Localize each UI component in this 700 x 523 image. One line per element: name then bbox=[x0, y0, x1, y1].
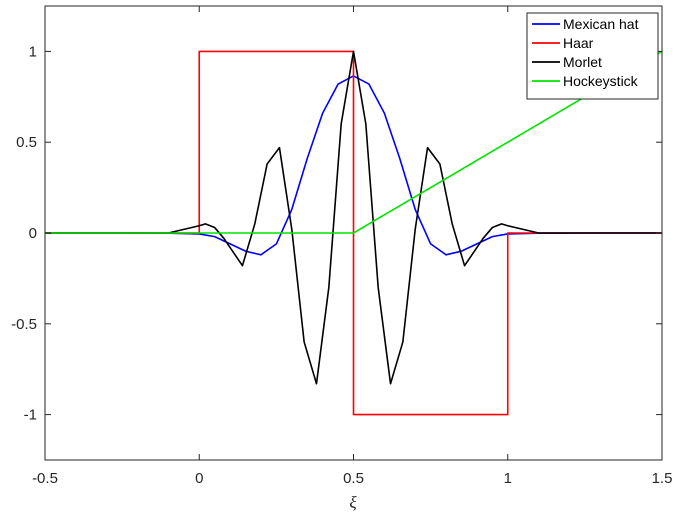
y-tick-label: 0 bbox=[29, 225, 37, 242]
legend-label-mexican-hat: Mexican hat bbox=[563, 16, 639, 32]
series-line-morlet bbox=[45, 50, 662, 385]
legend-label-morlet: Morlet bbox=[563, 54, 602, 70]
x-tick-label: -0.5 bbox=[32, 470, 58, 487]
x-axis-label: ξ bbox=[349, 493, 357, 512]
y-tick-label: -0.5 bbox=[11, 316, 37, 333]
legend: Mexican hat Haar Morlet Hockeystick bbox=[526, 12, 659, 100]
legend-label-haar: Haar bbox=[563, 35, 594, 51]
tick-layer: -0.5 0 0.5 1 1.5 -1 -0.5 0 0.5 1 bbox=[11, 6, 672, 487]
x-tick-label: 0.5 bbox=[343, 470, 364, 487]
x-tick-label: 1.5 bbox=[652, 470, 673, 487]
y-tick-label: -1 bbox=[24, 407, 37, 424]
y-tick-label: 0.5 bbox=[16, 134, 37, 151]
legend-label-hockeystick: Hockeystick bbox=[563, 73, 639, 89]
x-tick-label: 1 bbox=[504, 470, 512, 487]
series-layer bbox=[45, 50, 663, 416]
x-tick-label: 0 bbox=[195, 470, 203, 487]
y-tick-label: 1 bbox=[29, 43, 37, 60]
legend-box bbox=[526, 12, 659, 100]
series-line-hockeystick bbox=[45, 50, 663, 234]
